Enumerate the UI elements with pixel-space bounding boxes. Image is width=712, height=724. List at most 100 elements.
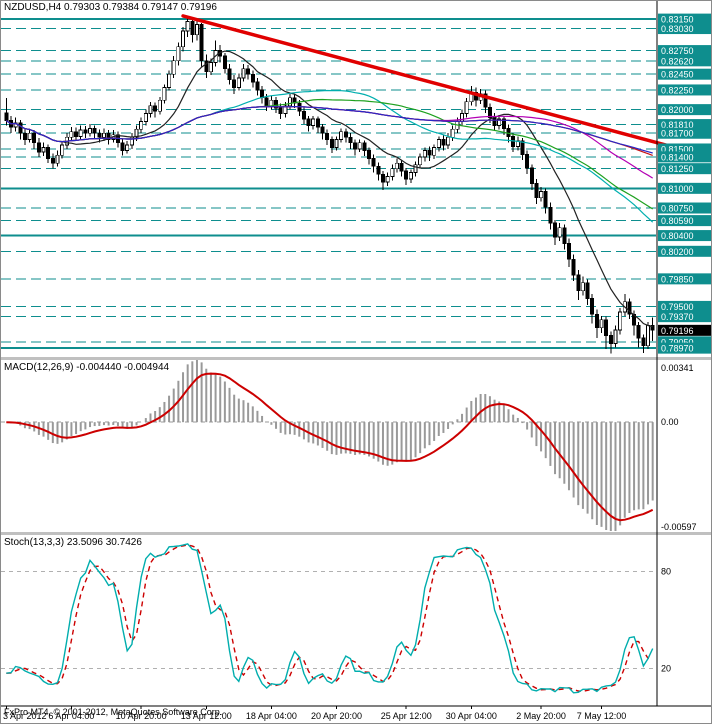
candle-body xyxy=(315,118,320,128)
candle-body xyxy=(408,172,413,180)
current-price-label-box xyxy=(658,324,711,336)
candle-body xyxy=(562,227,567,244)
panel-separator[interactable] xyxy=(1,357,712,360)
candle-body xyxy=(399,162,404,172)
candle-body xyxy=(171,60,176,75)
candle-body xyxy=(36,142,41,153)
price-scale-label-box xyxy=(658,68,711,80)
macd-title: MACD(12,26,9) -0.004440 -0.004944 xyxy=(4,362,170,373)
price-scale-label-box xyxy=(658,23,711,35)
macd-scale-min: -0.00597 xyxy=(661,522,697,532)
price-scale-label-box xyxy=(658,215,711,227)
candle-body xyxy=(134,128,139,138)
candle-body xyxy=(353,142,358,150)
candle-body xyxy=(497,118,502,126)
candle-body xyxy=(22,132,27,140)
candle-body xyxy=(250,73,255,83)
candle-body xyxy=(585,282,590,299)
candle-body xyxy=(613,329,618,344)
candle-body xyxy=(464,101,469,114)
candle-body xyxy=(92,128,97,134)
time-axis-label: 18 Apr 04:00 xyxy=(246,711,297,721)
price-scale-label-box xyxy=(658,143,711,155)
candle-body xyxy=(69,131,74,138)
price-scale-label-box xyxy=(658,127,711,139)
price-scale-label-box xyxy=(658,273,711,285)
price-scale-label-text: 0.79050 xyxy=(661,337,694,347)
candle-body xyxy=(483,93,488,108)
candle-body xyxy=(650,324,655,331)
price-scale-label-text: 0.81400 xyxy=(661,152,694,162)
candle-body xyxy=(320,126,325,134)
stoch-panel[interactable] xyxy=(1,535,656,706)
candle-body xyxy=(255,81,260,91)
price-scale-label-box xyxy=(658,342,711,354)
ma-line-13 xyxy=(5,50,653,328)
candle-body xyxy=(246,68,251,75)
time-axis-label: 3 Apr 2012 xyxy=(3,711,47,721)
candle-body xyxy=(520,140,525,155)
candle-body xyxy=(176,46,181,62)
candle-body xyxy=(125,144,130,151)
candle-body xyxy=(487,106,492,118)
candle-body xyxy=(167,73,172,88)
candle-body xyxy=(283,105,288,114)
candle-body xyxy=(599,319,604,329)
price-scale-label-box xyxy=(658,311,711,323)
time-axis-label: 6 Apr 04:00 xyxy=(48,711,94,721)
candle-body xyxy=(46,147,51,159)
price-scale-label-text: 0.82000 xyxy=(661,105,694,115)
time-axis-label: 25 Apr 12:00 xyxy=(381,711,432,721)
price-scale-label-text: 0.83030 xyxy=(661,24,694,34)
candle-body xyxy=(190,21,195,36)
time-axis-label: 20 Apr 20:00 xyxy=(311,711,362,721)
time-axis-label: 2 May 20:00 xyxy=(516,711,566,721)
price-scale-label-text: 0.81810 xyxy=(661,120,694,130)
main-chart-panel[interactable] xyxy=(1,1,656,357)
candle-body xyxy=(50,158,55,164)
price-scale-label-text: 0.81000 xyxy=(661,184,694,194)
panel-separator[interactable] xyxy=(1,532,712,535)
candle-body xyxy=(227,68,232,81)
candle-body xyxy=(632,313,637,326)
price-scale-label-text: 0.83150 xyxy=(661,15,694,25)
candle-body xyxy=(162,87,167,101)
candle-body xyxy=(590,298,595,315)
candle-body xyxy=(236,77,241,88)
time-axis-label: 7 May 12:00 xyxy=(577,711,627,721)
candle-body xyxy=(27,132,32,140)
candle-body xyxy=(97,132,102,138)
candle-body xyxy=(74,131,79,137)
candle-body xyxy=(441,139,446,146)
stoch-main-line xyxy=(6,543,654,694)
candle-body xyxy=(362,142,367,151)
candle-body xyxy=(390,168,395,177)
candle-body xyxy=(557,227,562,238)
price-scale-label-box xyxy=(658,84,711,96)
candle-body xyxy=(627,301,632,315)
trendline[interactable] xyxy=(181,14,712,159)
candle-body xyxy=(287,97,292,107)
price-scale-label-text: 0.80200 xyxy=(661,247,694,257)
price-scale-label-box xyxy=(658,151,711,163)
price-scale[interactable] xyxy=(657,1,711,706)
candle-body xyxy=(83,129,88,134)
price-scale-label-text: 0.82750 xyxy=(661,46,694,56)
candle-body xyxy=(571,258,576,276)
price-scale-label-box xyxy=(658,55,711,67)
candle-body xyxy=(427,150,432,156)
price-scale-label-text: 0.80400 xyxy=(661,231,694,241)
price-scale-label-box xyxy=(658,300,711,312)
candle-body xyxy=(101,132,106,138)
price-scale-label-text: 0.79850 xyxy=(661,274,694,284)
stoch-scale-20: 20 xyxy=(661,664,671,674)
candle-body xyxy=(292,97,297,104)
candle-body xyxy=(194,24,199,36)
macd-panel[interactable] xyxy=(1,360,656,532)
price-scale-label-box xyxy=(658,230,711,242)
candle-body xyxy=(18,122,23,134)
ma-line-160 xyxy=(5,105,653,154)
candle-body xyxy=(306,118,311,126)
candle-body xyxy=(148,105,153,114)
